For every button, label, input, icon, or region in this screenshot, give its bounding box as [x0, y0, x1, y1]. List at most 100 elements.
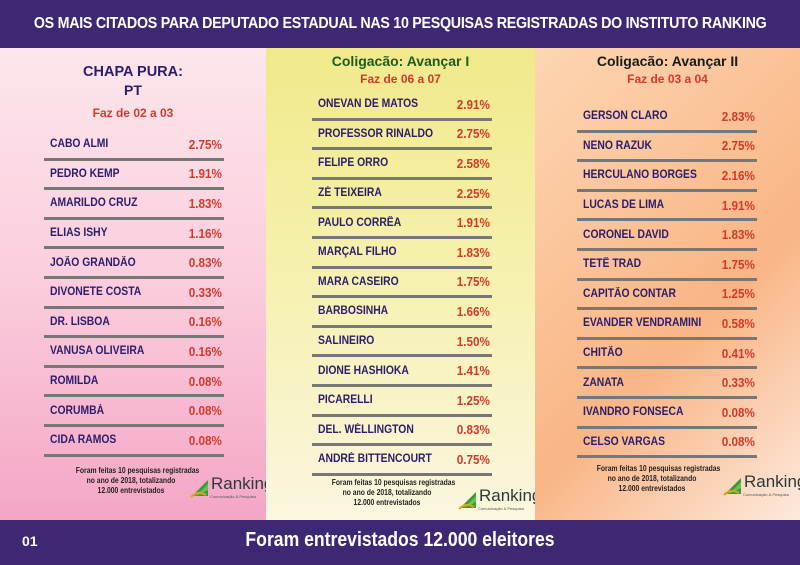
column-avancar-ii: Coligacão: Avançar II Faz de 03 a 04 GER…: [535, 48, 800, 520]
candidate-name: MARÇAL FILHO: [318, 246, 397, 259]
column-title: Coligacão: Avançar I: [331, 53, 470, 69]
columns: CHAPA PURA: PT Faz de 02 a 03 CABO ALMI 2…: [0, 48, 800, 520]
candidate-pct: 1.66%: [456, 303, 490, 319]
candidate-name: PROFESSOR RINALDO: [318, 127, 434, 140]
candidate-pct: 2.58%: [456, 155, 490, 171]
candidate-pct: 0.08%: [721, 434, 755, 450]
header-banner: OS MAIS CITADOS PARA DEPUTADO ESTADUAL N…: [0, 0, 800, 48]
list-item: PICARELLI 1.25%: [312, 387, 492, 417]
candidate-pct: 0.08%: [721, 404, 755, 420]
list-item: MARA CASEIRO 1.75%: [312, 269, 492, 299]
survey-note: Foram feitas 10 pesquisas registradas no…: [75, 466, 200, 495]
candidate-name: ZANATA: [583, 376, 625, 389]
list-item: LUCAS DE LIMA 1.91%: [577, 192, 757, 222]
list-item: ELIAS ISHY 1.16%: [44, 220, 224, 250]
candidate-pct: 2.91%: [456, 96, 490, 112]
candidate-name: DR. LISBOA: [50, 315, 110, 328]
logo-wordmark: Ranking: [479, 486, 542, 505]
candidate-name: CORUMBÁ: [50, 404, 105, 417]
candidate-pct: 1.75%: [456, 274, 490, 290]
candidate-pct: 1.16%: [188, 225, 222, 241]
candidate-pct: 1.91%: [456, 215, 490, 231]
list-item: ZÉ TEIXEIRA 2.25%: [312, 180, 492, 210]
list-item: EVANDER VENDRAMINI 0.58%: [577, 310, 757, 340]
column-range: Faz de 03 a 04: [627, 72, 708, 86]
list-item: CABO ALMI 2.75%: [44, 131, 224, 161]
list-item: CORUMBÁ 0.08%: [44, 397, 224, 427]
list-item: PEDRO KEMP 1.91%: [44, 161, 224, 191]
list-item: CAPITÃO CONTAR 1.25%: [577, 281, 757, 311]
list-item: CELSO VARGAS 0.08%: [577, 429, 757, 459]
candidate-pct: 1.25%: [456, 392, 490, 408]
candidate-name: DIVONETE COSTA: [50, 286, 142, 299]
candidate-name: CORONEL DAVID: [583, 228, 669, 241]
column-title-party: PT: [124, 82, 142, 98]
candidate-name: CAPITÃO CONTAR: [583, 287, 676, 300]
list-item: CORONEL DAVID 1.83%: [577, 221, 757, 251]
list-item: CIDA RAMOS 0.08%: [44, 427, 224, 457]
list-item: ANDRÉ BITTENCOURT 0.75%: [312, 446, 492, 476]
candidate-pct: 2.75%: [721, 138, 755, 154]
candidate-list: ONEVAN DE MATOS 2.91% PROFESSOR RINALDO 2.…: [312, 91, 492, 476]
candidate-pct: 1.25%: [721, 286, 755, 302]
candidate-pct: 0.58%: [721, 315, 755, 331]
candidate-pct: 0.16%: [188, 343, 222, 359]
list-item: CHITÃO 0.41%: [577, 340, 757, 370]
candidate-name: ANDRÉ BITTENCOURT: [318, 453, 432, 466]
candidate-name: LUCAS DE LIMA: [583, 199, 665, 212]
candidate-pct: 0.83%: [456, 422, 490, 438]
candidate-list: GERSON CLARO 2.83% NENO RAZUK 2.75% HERCUL…: [577, 103, 757, 459]
candidate-name: JOÃO GRANDÃO: [50, 256, 136, 269]
candidate-name: BARBOSINHA: [318, 305, 389, 318]
list-item: IVANDRO FONSECA 0.08%: [577, 399, 757, 429]
list-item: SALINEIRO 1.50%: [312, 328, 492, 358]
candidate-pct: 2.16%: [721, 167, 755, 183]
candidate-name: PICARELLI: [318, 394, 373, 407]
candidate-pct: 2.25%: [456, 185, 490, 201]
candidate-pct: 0.41%: [721, 345, 755, 361]
candidate-name: PEDRO KEMP: [50, 167, 120, 180]
candidate-name: CABO ALMI: [50, 138, 109, 151]
candidate-name: EVANDER VENDRAMINI: [583, 317, 702, 330]
list-item: FELIPE ORRO 2.58%: [312, 150, 492, 180]
candidate-name: AMARILDO CRUZ: [50, 197, 138, 210]
candidate-name: TETÊ TRAD: [583, 258, 642, 271]
list-item: GERSON CLARO 2.83%: [577, 103, 757, 133]
list-item: PAULO CORRÊA 1.91%: [312, 209, 492, 239]
list-item: BARBOSINHA 1.66%: [312, 298, 492, 328]
list-item: MARÇAL FILHO 1.83%: [312, 239, 492, 269]
candidate-list: CABO ALMI 2.75% PEDRO KEMP 1.91% AMARILDO …: [44, 131, 224, 457]
candidate-name: IVANDRO FONSECA: [583, 406, 684, 419]
list-item: ONEVAN DE MATOS 2.91%: [312, 91, 492, 121]
candidate-name: SALINEIRO: [318, 335, 375, 348]
page-title: OS MAIS CITADOS PARA DEPUTADO ESTADUAL N…: [33, 15, 767, 32]
list-item: DIVONETE COSTA 0.33%: [44, 279, 224, 309]
column-chapa-pura-pt: CHAPA PURA: PT Faz de 02 a 03 CABO ALMI 2…: [0, 48, 273, 520]
candidate-pct: 2.75%: [188, 136, 222, 152]
candidate-pct: 2.83%: [721, 108, 755, 124]
ranking-logo-icon: [458, 491, 476, 510]
candidate-pct: 1.83%: [188, 195, 222, 211]
candidate-pct: 1.50%: [456, 333, 490, 349]
ranking-logo-icon: [723, 477, 741, 496]
candidate-pct: 0.83%: [188, 255, 222, 271]
list-item: PROFESSOR RINALDO 2.75%: [312, 121, 492, 151]
candidate-pct: 1.75%: [721, 256, 755, 272]
page-number: 01: [22, 533, 38, 549]
survey-note: Foram feitas 10 pesquisas registradas no…: [331, 478, 456, 507]
candidate-name: ELIAS ISHY: [50, 227, 108, 240]
candidate-pct: 0.75%: [456, 451, 490, 467]
candidate-name: HERCULANO BORGES: [583, 169, 697, 182]
candidate-pct: 1.83%: [721, 227, 755, 243]
candidate-name: NENO RAZUK: [583, 139, 653, 152]
candidate-name: VANUSA OLIVEIRA: [50, 345, 145, 358]
logo-wordmark: Ranking: [211, 474, 274, 493]
candidate-name: CHITÃO: [583, 347, 623, 360]
column-title: Coligacão: Avançar II: [596, 53, 739, 69]
candidate-pct: 0.08%: [188, 373, 222, 389]
candidate-name: MARA CASEIRO: [318, 275, 399, 288]
candidate-pct: 1.83%: [456, 244, 490, 260]
candidate-pct: 1.41%: [456, 363, 490, 379]
